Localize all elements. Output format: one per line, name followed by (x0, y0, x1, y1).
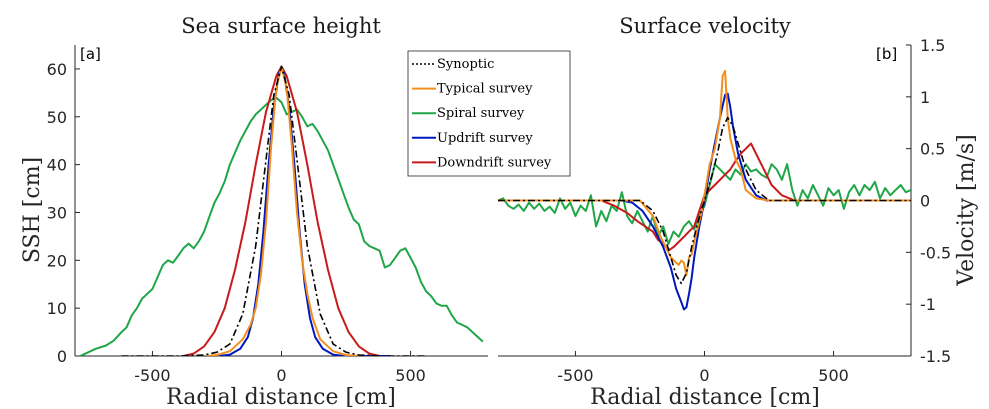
series-line-typical-survey (206, 65, 359, 356)
y-tick-label: 40 (47, 156, 67, 175)
series-line-typical-survey (498, 69, 911, 277)
series-group (79, 65, 484, 356)
legend-entry: Typical survey (437, 82, 533, 97)
y-tick-label: 0 (57, 347, 67, 366)
panel-a-ylabel: SSH [cm] (20, 157, 45, 263)
panel-a-label: [a] (80, 45, 101, 63)
panel-b-title: Surface velocity (619, 14, 791, 38)
y-tick-label: 1.5 (920, 36, 945, 55)
x-tick-label: 0 (699, 366, 709, 385)
x-tick-label: 500 (818, 366, 849, 385)
y-tick-label: -0.5 (920, 243, 951, 262)
y-tick-label: 60 (47, 60, 67, 79)
series-line-updrift-survey (498, 92, 911, 311)
series-group (498, 69, 911, 311)
panel-a-xlabel: Radial distance [cm] (166, 385, 396, 409)
panel-a-chart: Sea surface height Radial distance [cm] … (20, 14, 571, 409)
legend-entry: Downdrift survey (437, 155, 552, 170)
panel-b-label: [b] (876, 45, 897, 63)
y-tick-label: 1 (920, 88, 930, 107)
panel-b-chart: Surface velocity Radial distance [cm] Ve… (498, 14, 979, 409)
panel-a-title: Sea surface height (181, 14, 381, 38)
legend-entry: Synoptic (437, 57, 494, 72)
x-tick-label: -500 (557, 366, 593, 385)
legend-entry: Spiral survey (437, 106, 525, 121)
y-tick-label: -1.5 (920, 347, 951, 366)
panel-b-xlabel: Radial distance [cm] (590, 385, 820, 409)
series-line-updrift-survey (219, 65, 390, 356)
legend: Synoptic Typical survey Spiral survey Updri… (407, 50, 571, 177)
y-tick-label: -1 (920, 295, 936, 314)
y-tick-label: 0 (920, 192, 930, 211)
x-tick-label: 500 (395, 366, 426, 385)
y-tick-label: 50 (47, 108, 67, 127)
panel-b-ylabel: Velocity [m/s] (954, 134, 979, 287)
x-tick-label: -500 (134, 366, 170, 385)
y-tick-label: 30 (47, 203, 67, 222)
y-tick-label: 0.5 (920, 140, 945, 159)
series-line-synoptic (498, 116, 911, 285)
series-line-synoptic (121, 65, 427, 356)
legend-entry: Updrift survey (437, 131, 533, 146)
series-line-spiral-survey (498, 163, 911, 245)
x-tick-label: 0 (276, 366, 286, 385)
y-tick-label: 20 (47, 251, 67, 270)
y-tick-label: 10 (47, 299, 67, 318)
